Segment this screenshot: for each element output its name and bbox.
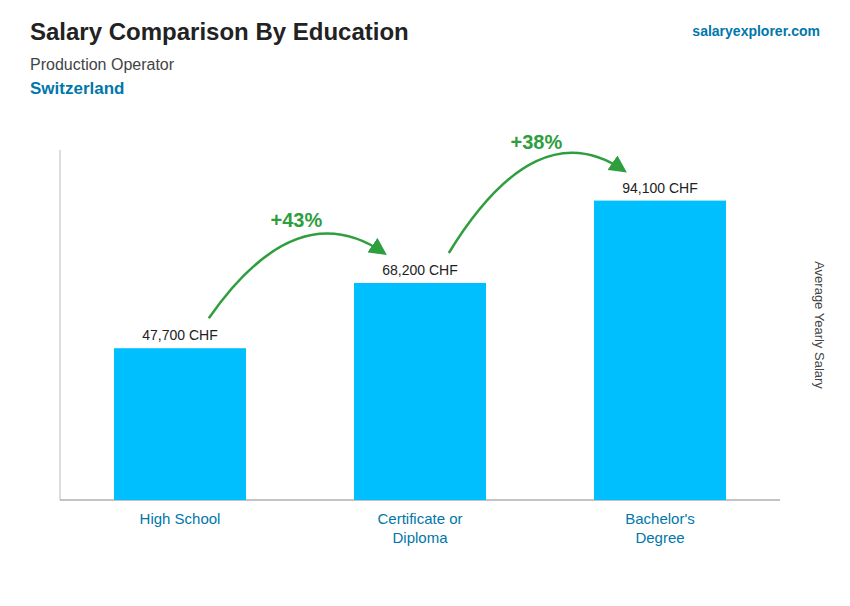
title: Salary Comparison By Education [30,18,409,45]
bars [114,201,726,500]
x-tick-label: High School [140,510,221,527]
bar [594,201,726,500]
data-label: 68,200 CHF [382,262,457,278]
chart-container: Salary Comparison By Education Production… [0,0,850,606]
x-tick-label: Certificate orDiploma [377,510,462,546]
y-axis-line [60,150,61,500]
data-label: 94,100 CHF [622,180,697,196]
data-label: 47,700 CHF [142,327,217,343]
y-axis-label: Average Yearly Salary [812,261,827,389]
subtitle: Switzerland [30,79,124,98]
annotation: +43% [271,209,323,231]
annotation: +38% [511,131,563,153]
subtitle: Production Operator [30,56,175,73]
chart-svg: Salary Comparison By Education Production… [0,0,850,606]
bar [354,283,486,500]
growth-arrow [209,234,384,319]
x-tick-label: Bachelor'sDegree [625,510,695,546]
source: salaryexplorer.com [692,23,820,39]
growth-arrow [449,153,624,253]
bar [114,348,246,500]
